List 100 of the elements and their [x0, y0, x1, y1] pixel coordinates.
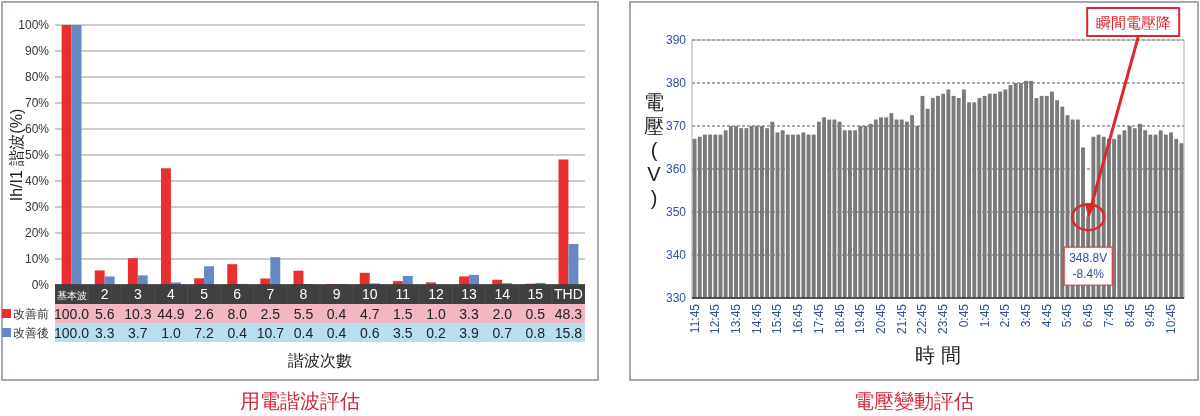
x-tick-label: 11 [395, 286, 411, 302]
x-tick-label: 3:45 [1019, 303, 1034, 328]
data-label: 0.4 [326, 306, 347, 322]
data-label: 10.7 [256, 325, 285, 341]
x-tick-label: 15 [527, 286, 544, 302]
data-label: 0.4 [293, 325, 314, 341]
y-tick-label: 50% [24, 148, 50, 162]
data-label: 3.3 [94, 325, 115, 341]
x-tick-label: 14 [494, 286, 511, 302]
y-tick-label: 80% [24, 70, 50, 84]
data-label: 3.9 [459, 325, 479, 341]
data-label: 0.6 [359, 325, 380, 341]
annotation: 瞬間電壓降 [1095, 14, 1171, 31]
y-tick-label: 370 [665, 119, 687, 133]
data-label: 4.7 [359, 306, 380, 322]
x-tick-label: 2 [100, 286, 109, 302]
x-tick-label: 8:45 [1122, 303, 1137, 328]
x-tick-label: 6:45 [1081, 303, 1096, 328]
x-tick-label: 10 [361, 286, 378, 302]
text: 用電諧波評估 [240, 390, 360, 412]
y-tick-label: 20% [24, 226, 50, 240]
y-tick-label: 60% [24, 122, 50, 136]
legend-label: 改善前 [13, 307, 49, 321]
x-tick-label: 11:45 [687, 303, 702, 334]
y-axis-title: Ih/I1 諧波(%) [8, 108, 25, 202]
x-tick-label: 基本波 [56, 290, 87, 301]
data-label: 0.8 [525, 325, 546, 341]
y-tick-label: 360 [665, 162, 687, 176]
data-label: 0.5 [525, 306, 546, 322]
x-tick-label: 23:45 [936, 303, 951, 335]
data-label: 0.4 [326, 325, 347, 341]
x-tick-label: 2:45 [998, 303, 1013, 328]
data-label: 3.3 [459, 306, 479, 322]
y-tick-label: 10% [24, 252, 50, 266]
x-tick-label: 13:45 [729, 303, 744, 335]
y-tick-label: 40% [24, 174, 50, 188]
data-label: 100.0 [54, 306, 90, 322]
data-label: 2.0 [492, 306, 513, 322]
annotation: -8.4% [1072, 267, 1105, 282]
data-label: 7.2 [194, 325, 214, 341]
x-tick-label: 7:45 [1101, 303, 1116, 328]
data-label: 3.5 [393, 325, 413, 341]
text: 電壓變動評估 [854, 390, 974, 412]
x-tick-label: 8 [299, 286, 308, 302]
x-tick-label: 17:45 [811, 303, 826, 335]
data-label: 44.9 [157, 306, 185, 322]
data-label: 48.3 [554, 306, 583, 322]
y-tick-label: 390 [665, 33, 687, 47]
x-tick-label: 19:45 [853, 303, 868, 335]
y-tick-label: 380 [665, 76, 687, 90]
x-tick-label: 9:45 [1143, 303, 1158, 328]
data-label: 5.6 [94, 306, 115, 322]
y-tick-label: 340 [665, 248, 687, 262]
data-label: 5.5 [293, 306, 314, 322]
data-label: 2.6 [194, 306, 214, 322]
data-label: 1.5 [393, 306, 413, 322]
x-tick-label: 21:45 [894, 303, 909, 335]
x-axis-title: 諧波次數 [288, 352, 352, 369]
data-label: 3.7 [128, 325, 148, 341]
x-tick-label: 5 [200, 286, 209, 302]
data-label: 0.7 [492, 325, 513, 341]
data-label: 100.0 [54, 325, 90, 341]
x-axis-title: 時 間 [915, 344, 961, 366]
y-tick-label: 70% [24, 96, 50, 110]
x-tick-label: 6 [233, 286, 242, 302]
x-tick-label: 16:45 [791, 303, 806, 335]
x-tick-label: 13 [461, 286, 478, 302]
x-tick-label: 14:45 [749, 303, 764, 335]
x-tick-label: 12:45 [708, 303, 723, 335]
x-tick-label: 10:45 [1164, 303, 1179, 335]
legend-label: 改善後 [13, 326, 49, 340]
data-label: 2.5 [260, 306, 281, 322]
x-tick-label: 7 [266, 286, 275, 302]
annotation: 348.8V [1069, 251, 1108, 266]
y-tick-label: 330 [665, 291, 687, 305]
x-tick-label: THD [554, 286, 583, 302]
y-tick-label: 30% [24, 200, 50, 214]
x-tick-label: 9 [332, 286, 341, 302]
x-tick-label: 0:45 [956, 303, 971, 328]
x-tick-label: 1:45 [977, 303, 992, 328]
data-label: 1.0 [161, 325, 181, 341]
y-tick-label: 90% [24, 44, 50, 58]
x-tick-label: 12 [428, 286, 444, 302]
data-label: 0.4 [227, 325, 248, 341]
x-tick-label: 15:45 [770, 303, 785, 335]
x-tick-label: 22:45 [915, 303, 930, 335]
x-tick-label: 3 [133, 286, 142, 302]
y-axis-title: 電壓(V) [644, 91, 664, 209]
x-tick-label: 18:45 [832, 303, 847, 335]
x-tick-label: 5:45 [1060, 303, 1075, 328]
data-label: 8.0 [227, 306, 248, 322]
data-label: 1.0 [426, 306, 446, 322]
x-tick-label: 20:45 [874, 303, 889, 335]
y-tick-label: 0% [31, 278, 50, 292]
data-label: 15.8 [554, 325, 583, 341]
data-label: 0.2 [426, 325, 446, 341]
x-tick-label: 4 [167, 286, 176, 302]
y-tick-label: 100% [18, 18, 50, 32]
y-tick-label: 350 [665, 205, 687, 219]
x-tick-label: 4:45 [1039, 303, 1054, 328]
